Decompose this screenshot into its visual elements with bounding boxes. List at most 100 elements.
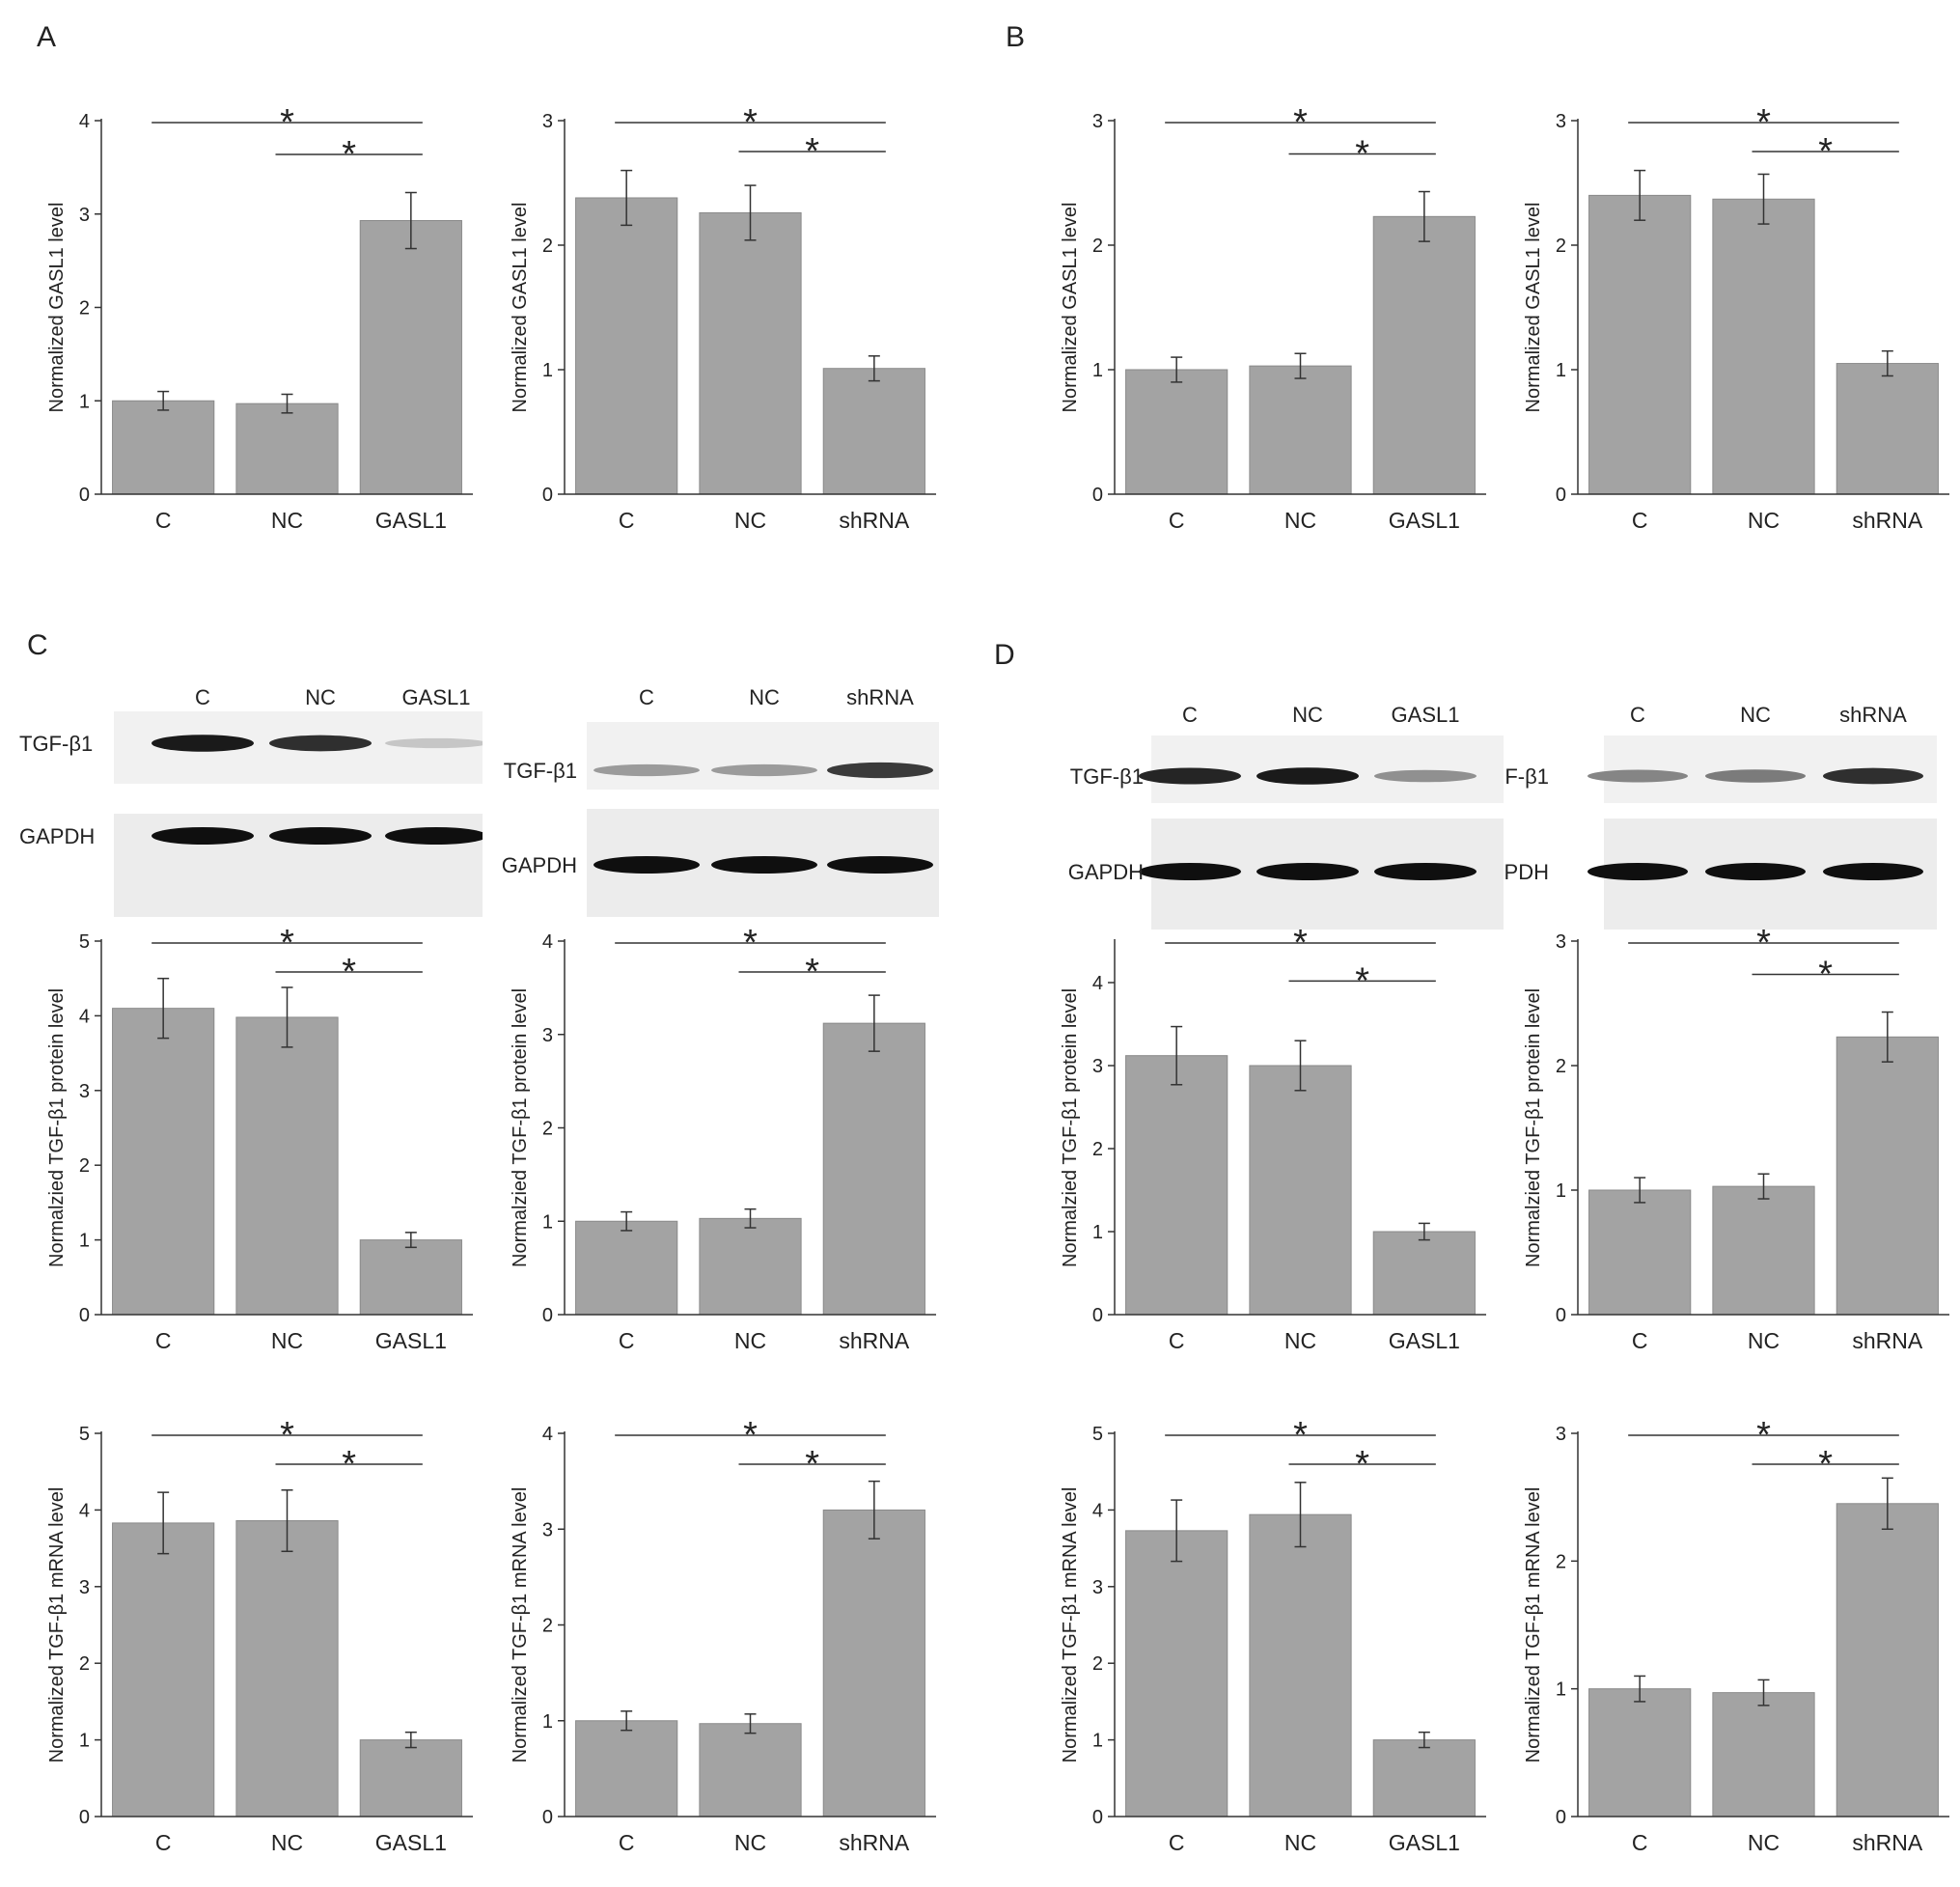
chart-a-gasl1-shrna: C NC shRNA 0 1 2 3 Normalized GASL1 level * *: [510, 102, 936, 533]
lane-label: NC: [1740, 703, 1771, 727]
chart-d-tgf-mrna-shrna: C NC shRNA 0 1 2 3 Normalized TGF-β1 mRNA level…: [1523, 1415, 1949, 1855]
y-tick-label: 1: [542, 360, 553, 381]
significance-star: *: [805, 952, 819, 992]
significance-bracket: *: [1752, 1444, 1899, 1485]
significance-star: *: [342, 1444, 356, 1485]
bar: [1588, 1189, 1692, 1316]
chart-c-tgf-protein-gasl1: C NC GASL1 0 1 2 3 4 5 Normalzied TGF-β1 protein …: [46, 923, 473, 1353]
y-axis-label: Normalzied TGF-β1 protein level: [1523, 988, 1544, 1267]
blot-band: [1587, 769, 1688, 783]
y-tick-label: 1: [1556, 360, 1566, 381]
y-tick-label: 3: [1556, 1424, 1566, 1445]
x-tick-label: C: [1632, 508, 1648, 533]
bar: [1125, 369, 1228, 495]
y-tick-label: 4: [79, 1006, 90, 1027]
y-tick-label: 2: [1556, 236, 1566, 257]
blot-band: [1705, 769, 1806, 783]
bar: [699, 1217, 802, 1316]
x-tick-label: shRNA: [1852, 1830, 1923, 1855]
panel-label-b: B: [1006, 21, 1026, 53]
significance-star: *: [342, 134, 356, 175]
western-blot-d-shrna: C NC shRNA TGF-β1 GAPDH: [1505, 703, 1937, 930]
blot-band: [1256, 863, 1359, 880]
y-tick-label: 0: [1092, 485, 1103, 506]
bar: [1588, 1688, 1692, 1818]
x-tick-label: NC: [1748, 508, 1780, 533]
western-blot-c-shrna: C NC shRNA TGF-β1 GAPDH: [502, 685, 939, 917]
error-bar: [157, 977, 170, 1040]
bar: [1588, 194, 1692, 495]
significance-star: *: [743, 1415, 758, 1456]
bar: [1712, 1185, 1815, 1316]
blot-band: [385, 827, 483, 845]
lane-label: GASL1: [1392, 703, 1460, 727]
x-tick-label: C: [155, 508, 172, 533]
bar: [1836, 363, 1939, 495]
significance-bracket: *: [275, 952, 423, 992]
significance-bracket: *: [1752, 131, 1899, 172]
error-bar: [281, 986, 293, 1048]
significance-star: *: [1293, 1415, 1308, 1456]
error-bar: [1757, 1173, 1770, 1200]
significance-bracket: *: [1628, 1415, 1899, 1456]
blot-band: [385, 737, 483, 749]
lane-label: GASL1: [402, 685, 471, 709]
y-axis-label: Normalzied TGF-β1 protein level: [1060, 988, 1081, 1267]
lane-label: NC: [749, 685, 780, 709]
y-axis-label: Normalzied TGF-β1 protein level: [46, 988, 68, 1267]
y-tick-label: 2: [79, 1155, 90, 1177]
bar: [699, 211, 802, 495]
y-tick-label: 1: [542, 1211, 553, 1233]
significance-star: *: [743, 102, 758, 143]
x-tick-label: NC: [1748, 1328, 1780, 1353]
chart-c-tgf-mrna-shrna: C NC shRNA 0 1 2 3 4 Normalized TGF-β1 mRNA leve…: [510, 1415, 936, 1855]
x-tick-label: C: [155, 1328, 172, 1353]
bar: [235, 1520, 339, 1818]
bar: [1712, 1692, 1815, 1818]
bar: [822, 1509, 925, 1818]
blot-band: [269, 735, 372, 752]
lane-label: shRNA: [1839, 703, 1907, 727]
y-tick-label: 2: [79, 1653, 90, 1675]
error-bar: [1757, 173, 1770, 225]
lane-label: shRNA: [846, 685, 914, 709]
significance-star: *: [1756, 102, 1771, 143]
lane-label: C: [639, 685, 654, 709]
y-tick-label: 2: [1092, 1653, 1103, 1675]
blot-band: [1374, 769, 1477, 783]
x-tick-label: C: [619, 1328, 635, 1353]
significance-star: *: [743, 923, 758, 963]
error-bar: [744, 1713, 757, 1734]
x-tick-label: NC: [271, 1830, 303, 1855]
y-tick-label: 3: [79, 1577, 90, 1598]
bar: [575, 1220, 678, 1316]
y-tick-label: 3: [542, 111, 553, 132]
error-bar: [157, 1491, 170, 1555]
x-tick-label: C: [619, 1830, 635, 1855]
western-blot-d-gasl1: C NC GASL1 TGF-β1 GAPDH: [1068, 703, 1504, 930]
bar: [359, 1239, 462, 1316]
blot-band: [1823, 863, 1923, 880]
error-bar: [868, 1480, 880, 1540]
blot-band: [269, 827, 372, 845]
error-bar: [1418, 190, 1430, 242]
y-tick-label: 3: [542, 1519, 553, 1540]
significance-star: *: [1818, 131, 1833, 172]
significance-star: *: [805, 1444, 819, 1485]
error-bar: [404, 1731, 417, 1749]
y-tick-label: 2: [1092, 236, 1103, 257]
blot-row-label-gapdh: GAPDH: [1505, 860, 1549, 884]
y-axis-label: Normalized TGF-β1 mRNA level: [46, 1487, 68, 1763]
error-bar: [157, 390, 170, 411]
significance-bracket: *: [1288, 134, 1436, 175]
y-tick-label: 4: [79, 1500, 90, 1521]
y-axis-label: Normalized TGF-β1 mRNA level: [1523, 1487, 1544, 1763]
x-tick-label: shRNA: [839, 1328, 910, 1353]
x-tick-label: NC: [734, 1830, 766, 1855]
y-tick-label: 0: [542, 1807, 553, 1828]
y-axis-label: Normalized TGF-β1 mRNA level: [1060, 1487, 1081, 1763]
blot-band: [594, 856, 700, 874]
significance-bracket: *: [1165, 923, 1436, 963]
bar: [112, 1522, 215, 1818]
bar: [1372, 215, 1476, 495]
